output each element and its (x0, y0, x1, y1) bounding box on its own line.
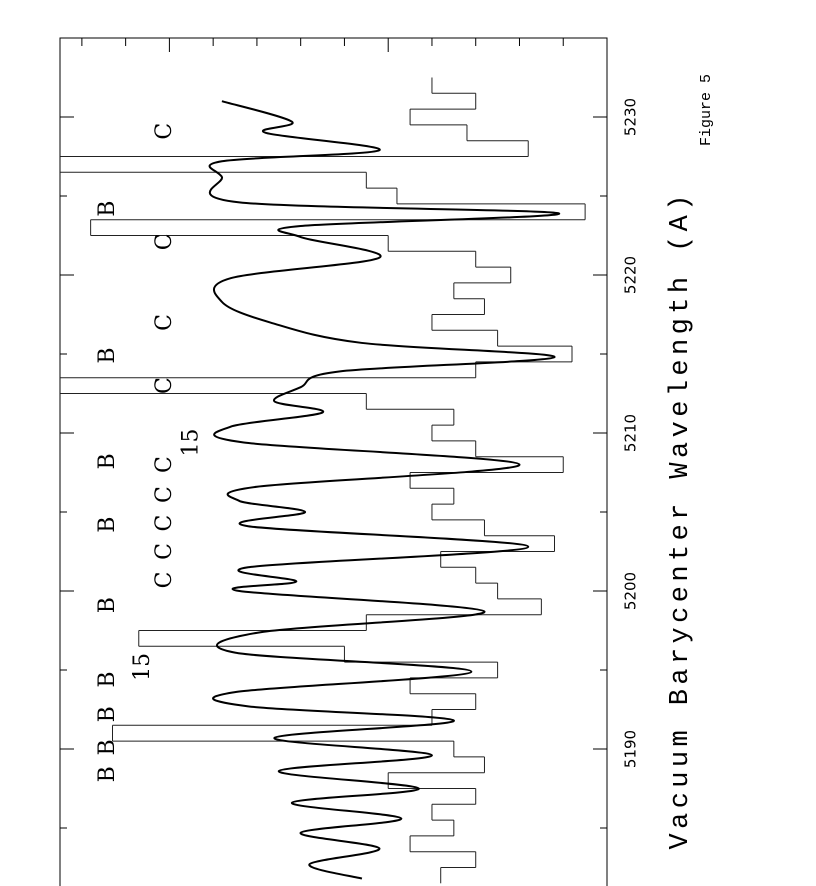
line-annotation: B (95, 201, 120, 217)
line-annotation: B (95, 706, 120, 722)
line-annotation: B (95, 671, 120, 687)
x-tick-label: 5190 (622, 730, 640, 768)
line-annotation: 15 (178, 428, 203, 456)
figure-label: Figure 5 (698, 74, 715, 146)
line-annotation: C (152, 233, 177, 250)
line-annotation: B (95, 739, 120, 755)
line-annotation: B (95, 597, 120, 613)
line-annotation: C (152, 543, 177, 560)
data-layer (60, 77, 586, 884)
line-annotation: B (95, 453, 120, 469)
model-line (208, 100, 560, 880)
x-tick-label: 5210 (622, 414, 640, 452)
x-axis-label: Vacuum Barycenter Wavelength (A) (666, 195, 696, 850)
line-annotation: C (152, 377, 177, 394)
line-annotation: C (152, 314, 177, 331)
line-annotation: 15 (130, 653, 155, 681)
line-annotation: B (95, 347, 120, 363)
line-annotation: B (95, 766, 120, 782)
x-tick-label: 5200 (622, 572, 640, 610)
line-annotation: C (152, 123, 177, 140)
line-annotation: C (152, 515, 177, 532)
line-annotation: C (152, 486, 177, 503)
line-annotation: C (152, 456, 177, 473)
x-tick-label: 5230 (622, 98, 640, 136)
plot-frame (59, 37, 608, 886)
x-tick-label: 5220 (622, 256, 640, 294)
line-annotation: B (95, 517, 120, 533)
line-annotation: C (152, 572, 177, 589)
